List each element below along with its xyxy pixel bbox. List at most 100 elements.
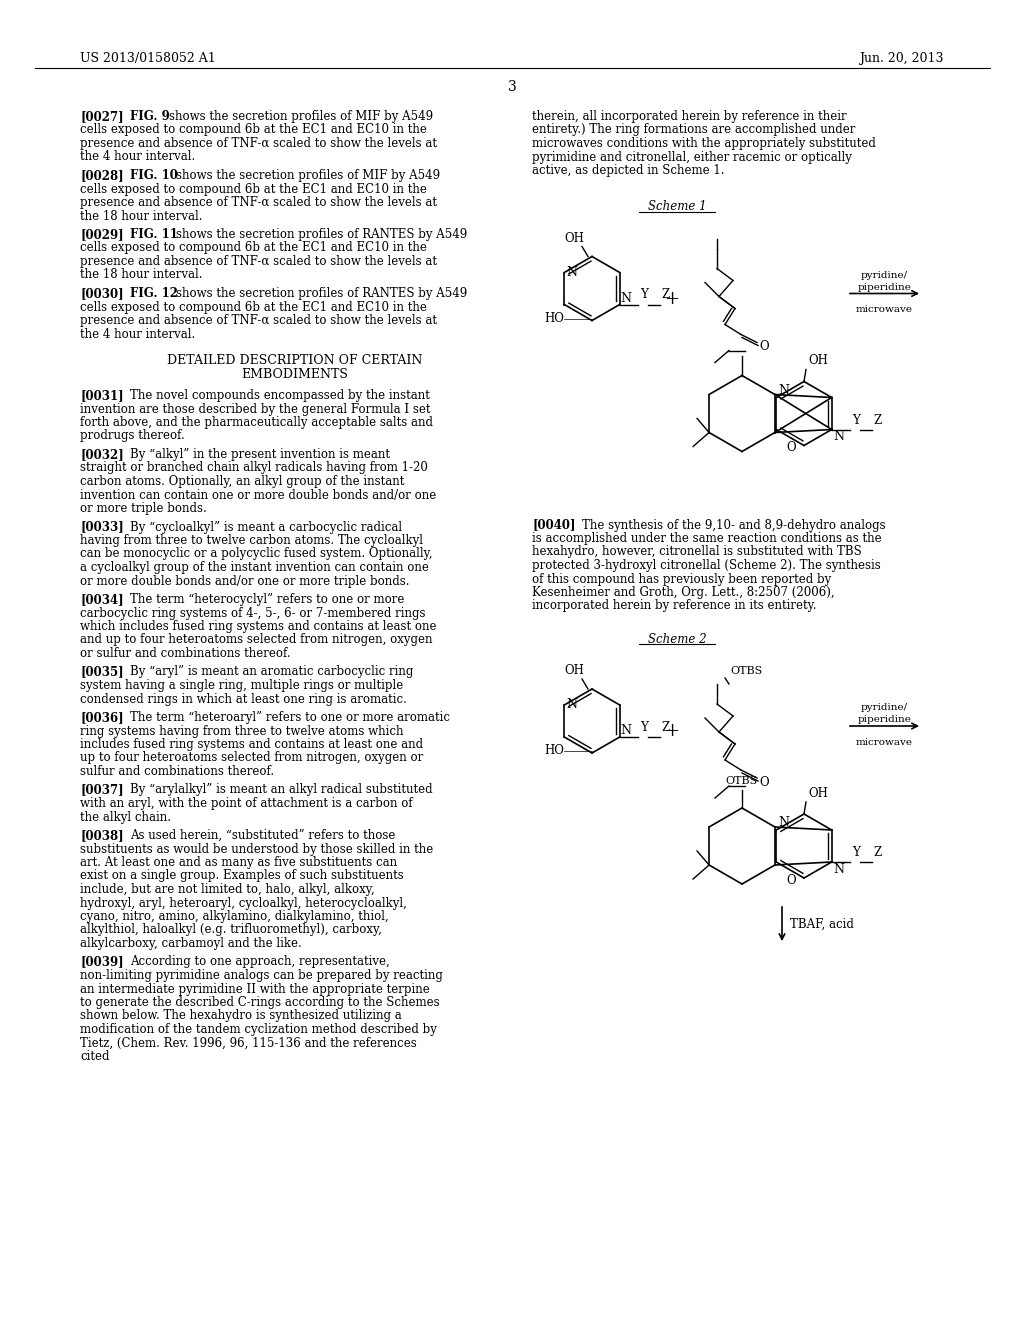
Text: By “aryl” is meant an aromatic carbocyclic ring: By “aryl” is meant an aromatic carbocycl… — [130, 665, 414, 678]
Text: carbocyclic ring systems of 4-, 5-, 6- or 7-membered rings: carbocyclic ring systems of 4-, 5-, 6- o… — [80, 606, 426, 619]
Text: N: N — [778, 384, 790, 396]
Text: N: N — [621, 292, 632, 305]
Text: ring systems having from three to twelve atoms which: ring systems having from three to twelve… — [80, 725, 403, 738]
Text: OH: OH — [564, 664, 584, 677]
Text: +: + — [665, 722, 680, 741]
Text: having from three to twelve carbon atoms. The cycloalkyl: having from three to twelve carbon atoms… — [80, 535, 423, 546]
Text: with an aryl, with the point of attachment is a carbon of: with an aryl, with the point of attachme… — [80, 797, 413, 810]
Text: 3: 3 — [508, 81, 516, 94]
Text: By “alkyl” in the present invention is meant: By “alkyl” in the present invention is m… — [130, 447, 390, 461]
Text: presence and absence of TNF-α scaled to show the levels at: presence and absence of TNF-α scaled to … — [80, 255, 437, 268]
Text: TBAF, acid: TBAF, acid — [790, 917, 854, 931]
Text: FIG. 11: FIG. 11 — [130, 228, 178, 242]
Text: [0034]: [0034] — [80, 593, 124, 606]
Text: includes fused ring systems and contains at least one and: includes fused ring systems and contains… — [80, 738, 423, 751]
Text: to generate the described C-rings according to the Schemes: to generate the described C-rings accord… — [80, 997, 439, 1008]
Text: presence and absence of TNF-α scaled to show the levels at: presence and absence of TNF-α scaled to … — [80, 195, 437, 209]
Text: Scheme 1: Scheme 1 — [648, 201, 707, 214]
Text: substituents as would be understood by those skilled in the: substituents as would be understood by t… — [80, 842, 433, 855]
Text: invention can contain one or more double bonds and/or one: invention can contain one or more double… — [80, 488, 436, 502]
Text: Z: Z — [873, 846, 882, 859]
Text: OH: OH — [808, 355, 827, 367]
Text: Y: Y — [640, 289, 647, 301]
Text: O: O — [786, 874, 796, 887]
Text: +: + — [665, 289, 680, 308]
Text: can be monocyclic or a polycyclic fused system. Optionally,: can be monocyclic or a polycyclic fused … — [80, 548, 432, 561]
Text: cells exposed to compound 6b at the EC1 and EC10 in the: cells exposed to compound 6b at the EC1 … — [80, 242, 427, 255]
Text: presence and absence of TNF-α scaled to show the levels at: presence and absence of TNF-α scaled to … — [80, 137, 437, 150]
Text: [0032]: [0032] — [80, 447, 124, 461]
Text: the 4 hour interval.: the 4 hour interval. — [80, 327, 196, 341]
Text: microwave: microwave — [856, 738, 913, 747]
Text: alkylcarboxy, carbamoyl and the like.: alkylcarboxy, carbamoyl and the like. — [80, 937, 302, 950]
Text: Z: Z — [662, 721, 670, 734]
Text: [0029]: [0029] — [80, 228, 124, 242]
Text: or more triple bonds.: or more triple bonds. — [80, 502, 207, 515]
Text: active, as depicted in Scheme 1.: active, as depicted in Scheme 1. — [532, 164, 725, 177]
Text: the 18 hour interval.: the 18 hour interval. — [80, 268, 203, 281]
Text: hydroxyl, aryl, heteroaryl, cycloalkyl, heterocycloalkyl,: hydroxyl, aryl, heteroaryl, cycloalkyl, … — [80, 896, 407, 909]
Text: modification of the tandem cyclization method described by: modification of the tandem cyclization m… — [80, 1023, 437, 1036]
Text: a cycloalkyl group of the instant invention can contain one: a cycloalkyl group of the instant invent… — [80, 561, 429, 574]
Text: HO: HO — [544, 744, 564, 758]
Text: Tietz, (Chem. Rev. 1996, 96, 115-136 and the references: Tietz, (Chem. Rev. 1996, 96, 115-136 and… — [80, 1036, 417, 1049]
Text: HO: HO — [544, 312, 564, 325]
Text: Jun. 20, 2013: Jun. 20, 2013 — [859, 51, 944, 65]
Text: [0038]: [0038] — [80, 829, 124, 842]
Text: By “arylalkyl” is meant an alkyl radical substituted: By “arylalkyl” is meant an alkyl radical… — [130, 784, 432, 796]
Text: cells exposed to compound 6b at the EC1 and EC10 in the: cells exposed to compound 6b at the EC1 … — [80, 182, 427, 195]
Text: and up to four heteroatoms selected from nitrogen, oxygen: and up to four heteroatoms selected from… — [80, 634, 432, 647]
Text: pyrimidine and citronellal, either racemic or optically: pyrimidine and citronellal, either racem… — [532, 150, 852, 164]
Text: alkylthiol, haloalkyl (e.g. trifluoromethyl), carboxy,: alkylthiol, haloalkyl (e.g. trifluoromet… — [80, 924, 382, 936]
Text: pyridine/: pyridine/ — [861, 271, 908, 280]
Text: or sulfur and combinations thereof.: or sulfur and combinations thereof. — [80, 647, 291, 660]
Text: include, but are not limited to, halo, alkyl, alkoxy,: include, but are not limited to, halo, a… — [80, 883, 375, 896]
Text: therein, all incorporated herein by reference in their: therein, all incorporated herein by refe… — [532, 110, 847, 123]
Text: [0035]: [0035] — [80, 665, 124, 678]
Text: O: O — [759, 341, 769, 354]
Text: N: N — [566, 267, 578, 279]
Text: N: N — [778, 816, 790, 829]
Text: shows the secretion profiles of MIF by A549: shows the secretion profiles of MIF by A… — [169, 110, 433, 123]
Text: [0033]: [0033] — [80, 520, 124, 533]
Text: The novel compounds encompassed by the instant: The novel compounds encompassed by the i… — [130, 389, 430, 403]
Text: shows the secretion profiles of MIF by A549: shows the secretion profiles of MIF by A… — [175, 169, 439, 182]
Text: The synthesis of the 9,10- and 8,9-dehydro analogs: The synthesis of the 9,10- and 8,9-dehyd… — [582, 519, 886, 532]
Text: piperidine: piperidine — [857, 715, 911, 723]
Text: protected 3-hydroxyl citronellal (Scheme 2). The synthesis: protected 3-hydroxyl citronellal (Scheme… — [532, 558, 881, 572]
Text: FIG. 10: FIG. 10 — [130, 169, 178, 182]
Text: N: N — [566, 698, 578, 711]
Text: condensed rings in which at least one ring is aromatic.: condensed rings in which at least one ri… — [80, 693, 407, 705]
Text: sulfur and combinations thereof.: sulfur and combinations thereof. — [80, 766, 274, 777]
Text: FIG. 12: FIG. 12 — [130, 286, 178, 300]
Text: carbon atoms. Optionally, an alkyl group of the instant: carbon atoms. Optionally, an alkyl group… — [80, 475, 404, 488]
Text: shown below. The hexahydro is synthesized utilizing a: shown below. The hexahydro is synthesize… — [80, 1010, 401, 1023]
Text: [0028]: [0028] — [80, 169, 124, 182]
Text: or more double bonds and/or one or more triple bonds.: or more double bonds and/or one or more … — [80, 574, 410, 587]
Text: FIG. 9: FIG. 9 — [130, 110, 170, 123]
Text: O: O — [759, 776, 769, 789]
Text: invention are those described by the general Formula I set: invention are those described by the gen… — [80, 403, 430, 416]
Text: OH: OH — [808, 787, 827, 800]
Text: N: N — [834, 863, 845, 876]
Text: up to four heteroatoms selected from nitrogen, oxygen or: up to four heteroatoms selected from nit… — [80, 751, 423, 764]
Text: prodrugs thereof.: prodrugs thereof. — [80, 429, 184, 442]
Text: OTBS: OTBS — [730, 667, 762, 676]
Text: [0039]: [0039] — [80, 956, 124, 969]
Text: the 18 hour interval.: the 18 hour interval. — [80, 210, 203, 223]
Text: According to one approach, representative,: According to one approach, representativ… — [130, 956, 390, 969]
Text: shows the secretion profiles of RANTES by A549: shows the secretion profiles of RANTES b… — [175, 228, 467, 242]
Text: shows the secretion profiles of RANTES by A549: shows the secretion profiles of RANTES b… — [175, 286, 467, 300]
Text: [0040]: [0040] — [532, 519, 575, 532]
Text: hexahydro, however, citronellal is substituted with TBS: hexahydro, however, citronellal is subst… — [532, 545, 862, 558]
Text: Z: Z — [662, 289, 670, 301]
Text: cells exposed to compound 6b at the EC1 and EC10 in the: cells exposed to compound 6b at the EC1 … — [80, 124, 427, 136]
Text: microwaves conditions with the appropriately substituted: microwaves conditions with the appropria… — [532, 137, 876, 150]
Text: the alkyl chain.: the alkyl chain. — [80, 810, 171, 824]
Text: EMBODIMENTS: EMBODIMENTS — [242, 367, 348, 380]
Text: of this compound has previously been reported by: of this compound has previously been rep… — [532, 573, 831, 586]
Text: US 2013/0158052 A1: US 2013/0158052 A1 — [80, 51, 216, 65]
Text: pyridine/: pyridine/ — [861, 704, 908, 711]
Text: piperidine: piperidine — [857, 282, 911, 292]
Text: The term “heterocyclyl” refers to one or more: The term “heterocyclyl” refers to one or… — [130, 593, 404, 606]
